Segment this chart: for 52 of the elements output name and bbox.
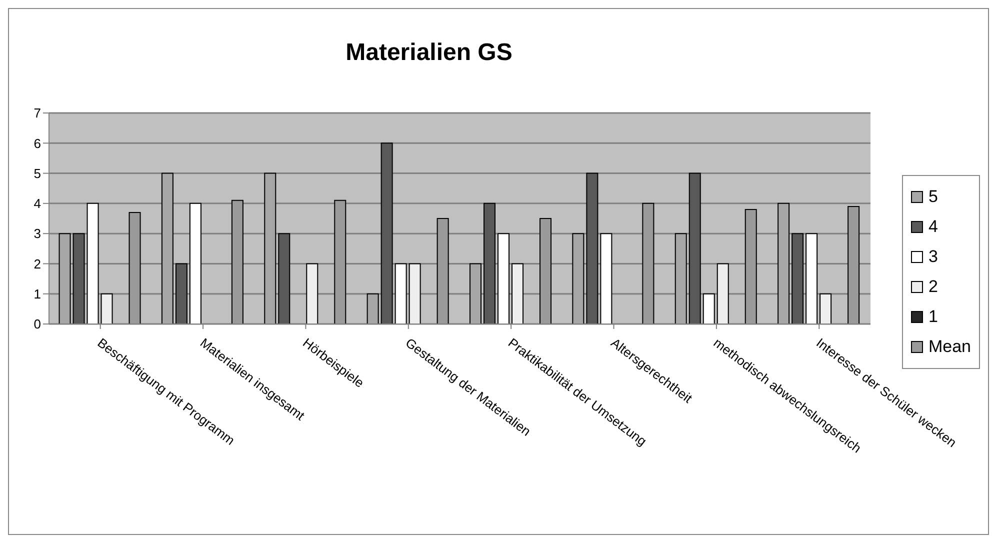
bar [600,233,612,324]
bar [778,202,790,324]
legend-label: 1 [928,306,938,328]
bar [366,293,379,324]
bar [436,218,449,324]
y-tick-label: 0 [34,316,41,332]
bar [484,202,496,324]
y-tick-label: 7 [34,106,41,121]
y-tick-label: 5 [34,166,41,181]
bar [702,293,715,324]
y-tick-label: 3 [34,226,41,242]
bar [58,233,71,324]
legend-label: 5 [928,186,938,208]
chart-title: Materialien GS [344,39,514,67]
y-tick-label: 6 [34,136,41,151]
y-tick-label: 2 [34,256,41,272]
bar [512,263,524,324]
legend-label: 3 [928,246,938,268]
legend-label: 2 [928,276,938,298]
bar [806,233,818,324]
bar [642,202,654,324]
bar [264,172,276,324]
bar [86,202,99,324]
bar [586,172,598,324]
bar [306,263,318,324]
bar [161,172,174,324]
bar [189,202,202,324]
bar [572,233,584,324]
bar [100,293,113,324]
bar [498,233,510,324]
bar [175,263,188,324]
bar [848,206,860,324]
bar [231,200,244,324]
bar [394,263,407,324]
legend-label: 4 [928,216,938,238]
bar [470,263,482,324]
bar [278,233,290,324]
bar [744,208,757,324]
bar [380,142,393,324]
bar [820,293,832,324]
bar [72,233,85,324]
bar [688,172,701,324]
y-tick-label: 1 [34,286,41,302]
bar [792,233,804,324]
bar [128,212,141,324]
y-tick-label: 4 [34,196,41,212]
legend-label: Mean [928,336,971,358]
bar [674,233,687,324]
bar [540,218,552,324]
bar [408,263,421,324]
bar [716,263,729,324]
bar [334,200,346,324]
